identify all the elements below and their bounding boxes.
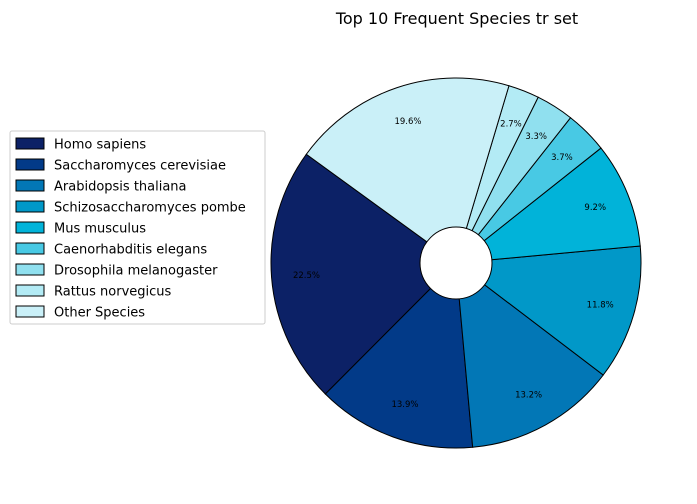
- legend-label: Schizosaccharomyces pombe: [54, 201, 246, 216]
- slice-percent-label: 11.8%: [587, 300, 614, 310]
- legend-label: Homo sapiens: [54, 138, 146, 153]
- legend-swatch: [15, 158, 45, 171]
- legend-swatch: [15, 179, 45, 192]
- pie-slice: [454, 245, 642, 376]
- legend-frame: [9, 130, 266, 325]
- slice-percent-label: 13.2%: [515, 390, 542, 400]
- pie-slice: [454, 147, 641, 264]
- slice-percent-label: 19.6%: [394, 117, 421, 127]
- pie-slice: [455, 261, 604, 448]
- legend-swatch: [15, 200, 45, 213]
- legend: Homo sapiens Saccharomyces cerevisiae Arab…: [9, 130, 266, 325]
- legend-swatch: [15, 137, 45, 150]
- legend-label: Rattus norvegicus: [54, 285, 172, 300]
- percent-labels: 22.5% 13.9% 13.2% 11.8% 9.2% 3.7% 3.3%2.7% 19.6…: [293, 117, 614, 410]
- legend-items: Homo sapiens Saccharomyces cerevisiae Arab…: [15, 137, 246, 321]
- slice-percent-label: 2.7%: [500, 119, 522, 129]
- legend-label: Arabidopsis thaliana: [54, 180, 187, 195]
- donut-hole: [419, 226, 493, 300]
- legend-swatch: [15, 221, 45, 234]
- pie-slice: [324, 261, 474, 449]
- pie-slices: [270, 77, 642, 449]
- legend-label: Other Species: [54, 306, 145, 321]
- slice-percent-label: 3.7%: [551, 153, 573, 163]
- slice-percent-label: 13.9%: [391, 400, 418, 410]
- pie-slice: [270, 153, 457, 395]
- pie-slice: [305, 77, 510, 264]
- legend-label: Drosophila melanogaster: [54, 264, 218, 279]
- legend-swatch: [15, 242, 45, 255]
- slice-percent-label: 9.2%: [584, 203, 606, 213]
- slice-percent-label: 3.3%: [525, 132, 547, 142]
- legend-swatch: [15, 305, 45, 318]
- slice-percent-label: 22.5%: [293, 271, 320, 281]
- legend-label: Mus musculus: [54, 222, 146, 237]
- legend-swatch: [15, 284, 45, 297]
- legend-swatch: [15, 263, 45, 276]
- chart-title: Top 10 Frequent Species tr set: [335, 9, 578, 28]
- legend-label: Caenorhabditis elegans: [54, 243, 207, 258]
- legend-label: Saccharomyces cerevisiae: [54, 159, 226, 174]
